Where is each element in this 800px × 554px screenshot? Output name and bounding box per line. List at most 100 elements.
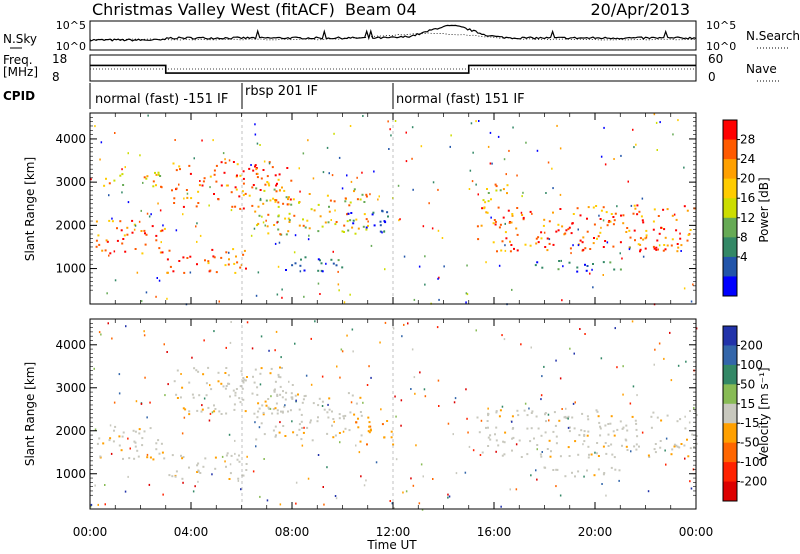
scatter-noise <box>591 268 593 271</box>
scatter-noise <box>127 201 130 204</box>
scatter-point <box>584 247 587 250</box>
scatter-point <box>679 237 682 240</box>
scatter-noise <box>413 298 416 301</box>
scatter-point <box>495 189 498 192</box>
scatter-point <box>232 389 235 392</box>
scatter-point <box>252 184 255 186</box>
scatter-point <box>261 404 264 407</box>
scatter-point <box>274 200 277 203</box>
scatter-noise <box>314 320 316 323</box>
scatter-noise <box>157 202 159 205</box>
scatter-point <box>257 222 260 225</box>
scatter-point <box>664 236 667 239</box>
scatter-point <box>348 204 351 207</box>
scatter-noise <box>322 486 324 488</box>
scatter-point <box>260 367 263 370</box>
scatter-point <box>365 218 368 221</box>
scatter-point <box>321 400 324 403</box>
scatter-point <box>197 370 200 373</box>
scatter-point <box>605 452 608 455</box>
scatter-point <box>214 467 217 470</box>
scatter-point <box>383 220 386 223</box>
scatter-point <box>476 225 479 228</box>
scatter-point <box>660 226 663 229</box>
nave-tick-bottom: 0 <box>708 70 716 84</box>
colorbar-swatch <box>723 364 737 385</box>
scatter-point <box>228 478 231 480</box>
scatter-noise <box>600 357 603 360</box>
scatter-point <box>686 209 689 212</box>
scatter-point <box>213 193 215 195</box>
scatter-point <box>277 214 280 217</box>
scatter-point <box>582 248 585 251</box>
scatter-point <box>686 239 689 242</box>
scatter-noise <box>515 488 518 491</box>
scatter-point <box>500 249 503 252</box>
scatter-point <box>276 412 279 415</box>
scatter-point <box>119 174 122 177</box>
scatter-point <box>587 206 590 209</box>
scatter-point <box>267 182 270 185</box>
scatter-point <box>207 406 210 409</box>
scatter-noise <box>452 433 454 436</box>
scatter-noise <box>536 448 538 451</box>
scatter-point <box>504 231 507 234</box>
scatter-point <box>487 445 490 447</box>
scatter-noise <box>114 279 117 282</box>
scatter-noise <box>654 348 656 351</box>
scatter-noise <box>294 234 297 237</box>
scatter-point <box>290 396 293 399</box>
scatter-point <box>225 454 228 457</box>
scatter-point <box>344 200 347 203</box>
scatter-point <box>495 410 498 413</box>
scatter-point <box>232 161 235 163</box>
scatter-point <box>526 427 529 430</box>
scatter-point <box>279 376 282 379</box>
scatter-noise <box>548 419 550 422</box>
scatter-noise <box>255 294 258 297</box>
scatter-noise <box>407 322 409 325</box>
scatter-point <box>174 475 177 478</box>
scatter-point <box>168 249 171 252</box>
scatter-point <box>143 229 146 232</box>
scatter-noise <box>432 181 435 184</box>
scatter-point <box>599 434 602 437</box>
scatter-point <box>639 248 642 251</box>
scatter-point <box>176 397 179 399</box>
scatter-point <box>524 243 527 246</box>
scatter-noise <box>362 401 364 404</box>
scatter-point <box>225 251 228 254</box>
scatter-noise <box>111 337 113 340</box>
scatter-point <box>285 233 288 236</box>
scatter-point <box>503 441 506 444</box>
scatter-noise <box>339 441 341 444</box>
scatter-point <box>122 238 125 240</box>
scatter-point <box>317 404 320 407</box>
scatter-noise <box>395 458 398 461</box>
scatter-noise <box>224 158 226 161</box>
scatter-point <box>568 261 571 264</box>
scatter-point <box>557 268 560 271</box>
scatter-point <box>561 225 564 228</box>
scatter-point <box>610 443 613 446</box>
scatter-point <box>610 213 613 215</box>
scatter-point <box>564 415 567 418</box>
scatter-point <box>181 386 184 389</box>
scatter-noise <box>664 449 666 452</box>
scatter-point <box>279 233 282 236</box>
scatter-noise <box>423 388 426 391</box>
scatter-point <box>508 221 511 224</box>
scatter-noise <box>209 384 211 387</box>
scatter-point <box>546 448 549 450</box>
scatter-point <box>103 184 106 187</box>
scatter-noise <box>541 375 543 378</box>
scatter-point <box>298 408 301 411</box>
scatter-noise <box>127 152 129 155</box>
scatter-point <box>204 457 207 460</box>
scatter-point <box>568 426 571 429</box>
scatter-noise <box>412 188 414 191</box>
scatter-noise <box>349 125 352 127</box>
scatter-point <box>511 213 514 215</box>
scatter-point <box>207 262 210 265</box>
time-tick-label: 20:00 <box>578 525 613 539</box>
